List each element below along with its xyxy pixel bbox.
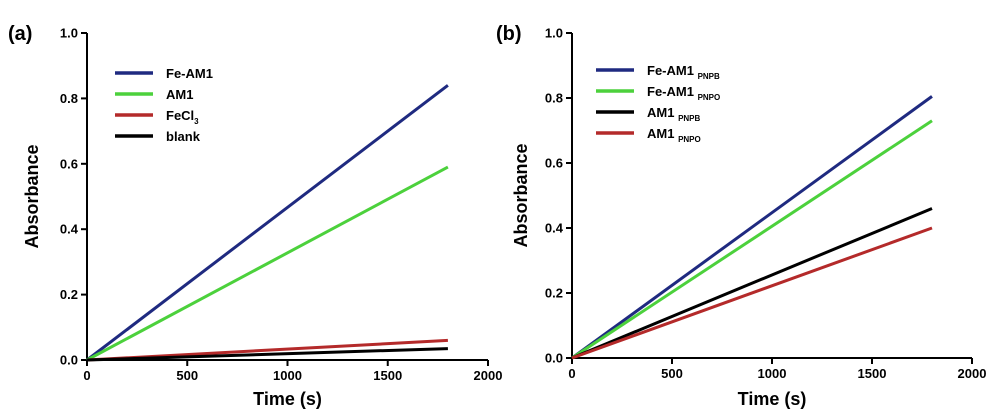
x-axis-title: Time (s): [253, 389, 322, 409]
series-line: [86, 347, 448, 362]
legend-label: Fe-AM1: [166, 66, 213, 81]
y-tick-label: 0.8: [60, 91, 78, 106]
series-line: [571, 95, 933, 360]
x-tick-label: 0: [568, 366, 575, 381]
series-line: [571, 119, 933, 360]
x-tick-label: 1000: [758, 366, 787, 381]
x-tick-label: 500: [176, 368, 198, 383]
series-line: [86, 165, 449, 362]
x-tick-label: 1000: [273, 368, 302, 383]
y-tick-label: 0.0: [545, 351, 563, 366]
legend-label: Fe-AM1 PNPO: [647, 84, 720, 102]
panel-label: (a): [8, 23, 32, 45]
x-tick-label: 2000: [474, 368, 503, 383]
legend-label: FeCl3: [166, 108, 199, 126]
series-line: [571, 207, 933, 360]
legend-label: AM1 PNPO: [647, 126, 701, 144]
y-axis-title: Absorbance: [511, 143, 531, 247]
series-line: [571, 226, 933, 360]
x-tick-label: 1500: [373, 368, 402, 383]
chart-panel-b: (b) 0.0 0.2 0.4 0.6 0.8 1.0 0 500 1000 1500 2000 Tim…: [496, 23, 986, 409]
y-axis-title: Absorbance: [22, 144, 42, 248]
legend-label: Fe-AM1 PNPB: [647, 63, 720, 81]
x-tick-label: 1500: [858, 366, 887, 381]
y-tick-label: 0.6: [60, 156, 78, 171]
x-axis-title: Time (s): [738, 389, 807, 409]
chart-panel-a: (a) 0.0 0.2 0.4 0.6 0.8 1.0 0 500 1000 1500 2000 Tim…: [8, 23, 502, 409]
legend-label: AM1: [166, 87, 193, 102]
y-tick-label: 0.0: [60, 353, 78, 368]
y-tick-label: 1.0: [545, 26, 563, 41]
panel-label: (b): [496, 23, 522, 45]
y-tick-label: 1.0: [60, 26, 78, 41]
series-line: [86, 84, 449, 362]
legend-label: AM1 PNPB: [647, 105, 701, 123]
y-tick-label: 0.2: [60, 287, 78, 302]
y-tick-label: 0.4: [60, 222, 79, 237]
y-tick-label: 0.8: [545, 91, 563, 106]
x-tick-label: 0: [83, 368, 90, 383]
legend-label: blank: [166, 129, 201, 144]
y-tick-label: 0.6: [545, 156, 563, 171]
y-tick-label: 0.2: [545, 286, 563, 301]
y-tick-label: 0.4: [545, 221, 564, 236]
x-tick-label: 2000: [958, 366, 987, 381]
x-tick-label: 500: [661, 366, 683, 381]
